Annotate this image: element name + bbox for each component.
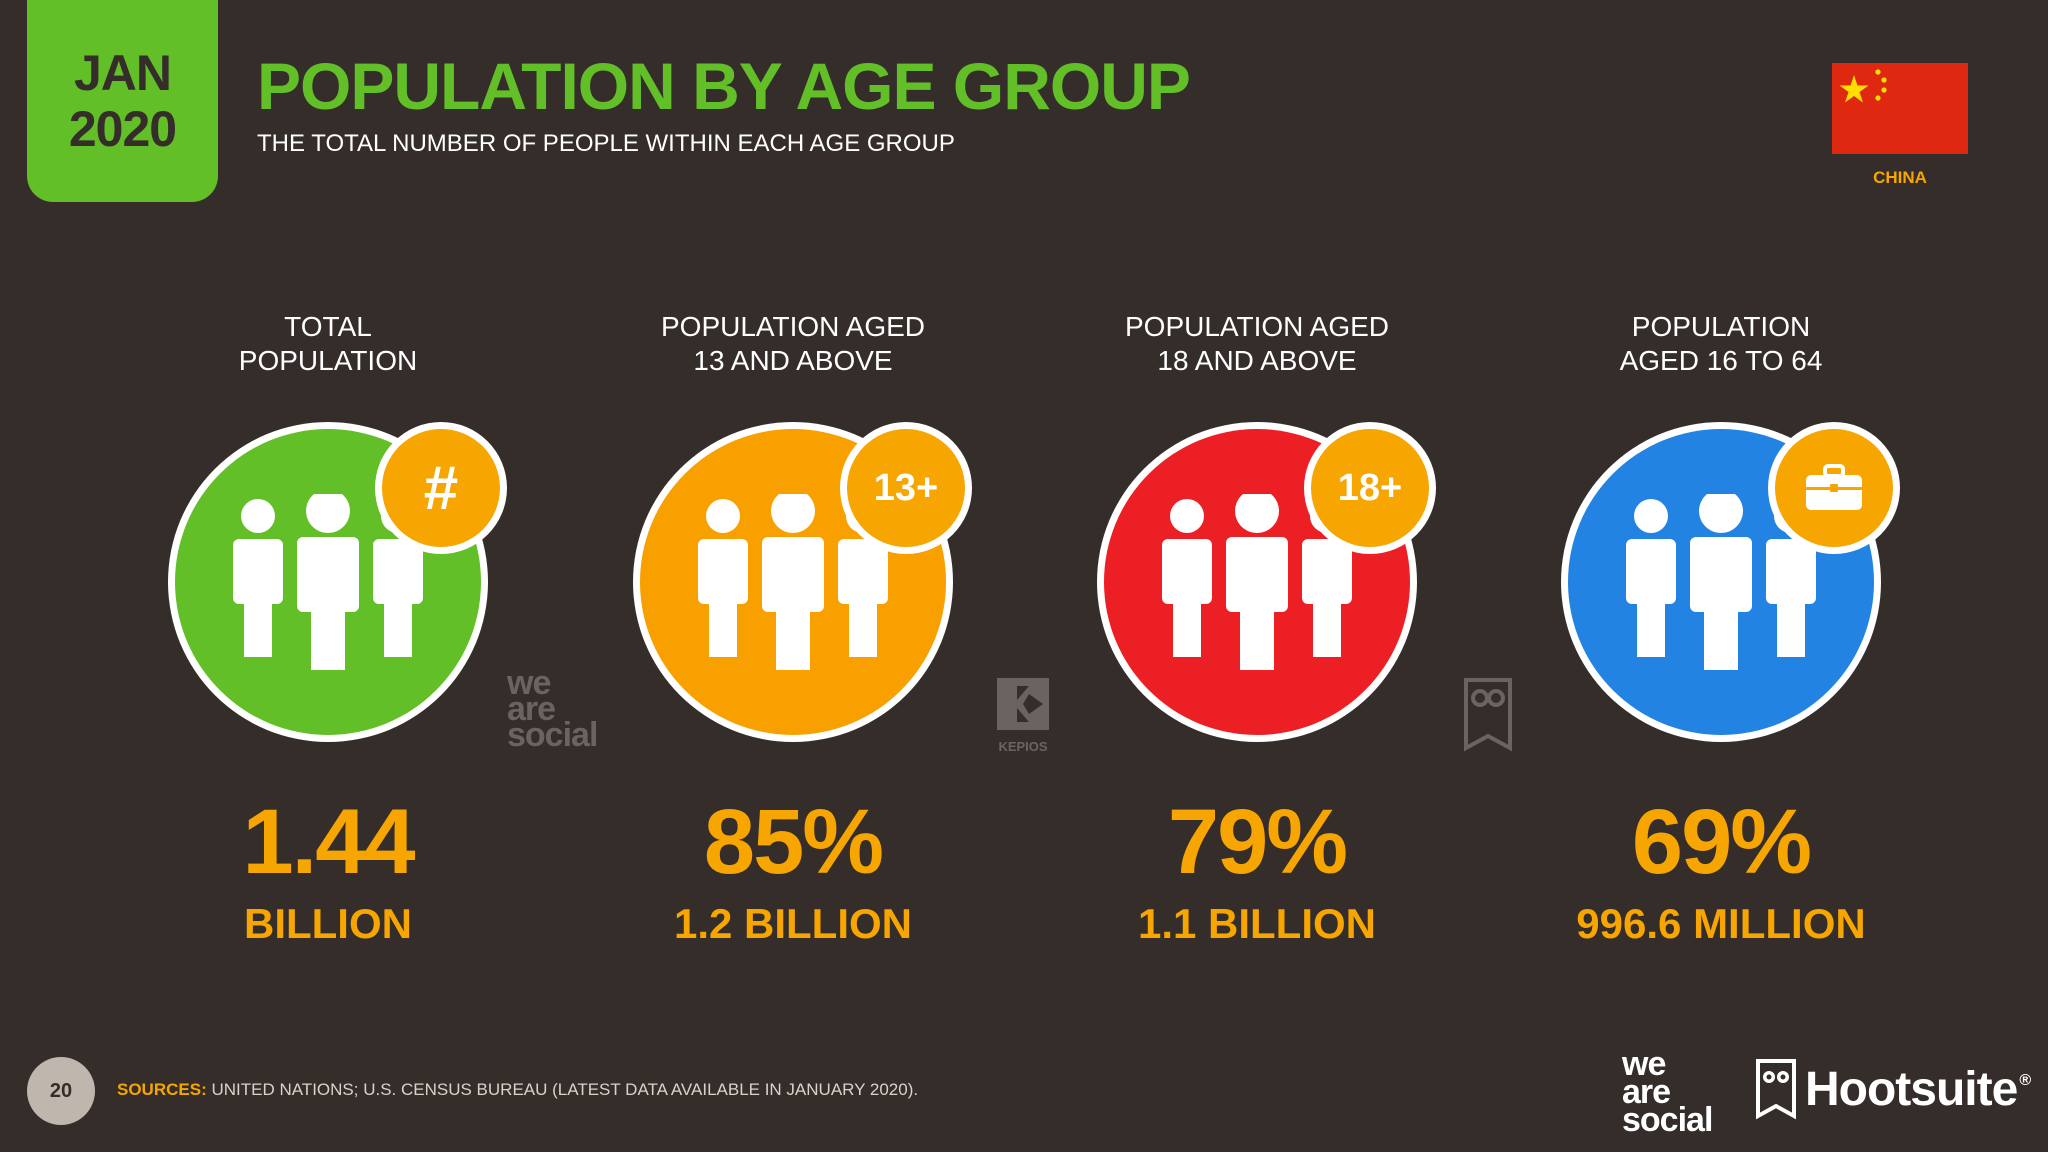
stat-subvalue: BILLION bbox=[244, 900, 412, 947]
sources-text: SOURCES: UNITED NATIONS; U.S. CENSUS BUR… bbox=[117, 1080, 919, 1099]
stat-label: TOTAL POPULATION bbox=[238, 311, 418, 376]
stat-value: 79% bbox=[1167, 791, 1348, 893]
people-icon bbox=[1162, 494, 1352, 670]
stat-value: 85% bbox=[703, 791, 884, 893]
stat-aged-18-plus: POPULATION AGED 18 AND ABOVE 18+ 79% 1.1 … bbox=[1067, 310, 1447, 947]
hash-icon: # bbox=[375, 422, 507, 554]
stat-label: POPULATION AGED 13 AND ABOVE bbox=[661, 311, 925, 376]
kepios-watermark: KEPIOS bbox=[993, 676, 1053, 754]
hootsuite-owl-icon bbox=[1756, 1059, 1796, 1120]
date-month: JAN bbox=[73, 45, 172, 101]
page-number: 20 bbox=[27, 1057, 95, 1125]
hootsuite-logo: Hootsuite ® bbox=[1755, 1058, 2031, 1120]
stat-aged-13-plus: POPULATION AGED 13 AND ABOVE 13+ 85% 1.2 … bbox=[603, 310, 983, 947]
date-badge: JAN 2020 bbox=[27, 0, 218, 202]
stat-total-population: TOTAL POPULATION # 1.44 BILLION bbox=[138, 310, 518, 947]
stat-value: 1.44 bbox=[242, 791, 415, 893]
stat-aged-16-to-64: POPULATION AGED 16 TO 64 69% 996.6 MILLIO… bbox=[1531, 310, 1911, 947]
age-13-plus-icon: 13+ bbox=[840, 422, 972, 554]
stat-subvalue: 1.2 BILLION bbox=[673, 900, 913, 947]
page-subtitle: THE TOTAL NUMBER OF PEOPLE WITHIN EACH A… bbox=[257, 130, 955, 157]
page-title: POPULATION BY AGE GROUP bbox=[257, 49, 1191, 123]
china-flag-icon bbox=[1832, 63, 1968, 154]
wearesocial-watermark: we are social bbox=[507, 664, 598, 754]
stat-value: 69% bbox=[1631, 791, 1812, 893]
briefcase-icon bbox=[1806, 464, 1862, 510]
briefcase-icon bbox=[1768, 422, 1900, 554]
date-year: 2020 bbox=[68, 101, 177, 157]
stat-label: POPULATION AGED 18 AND ABOVE bbox=[1125, 311, 1389, 376]
country-label: CHINA bbox=[1873, 168, 1927, 187]
stat-label: POPULATION AGED 16 TO 64 bbox=[1619, 311, 1823, 376]
stat-subvalue: 1.1 BILLION bbox=[1137, 900, 1377, 947]
people-circle: 13+ bbox=[633, 422, 972, 742]
people-icon bbox=[698, 494, 888, 670]
hootsuite-owl-watermark-icon bbox=[1464, 678, 1512, 752]
people-circle bbox=[1561, 422, 1900, 742]
people-circle: # bbox=[168, 422, 507, 742]
wearesocial-logo: we are social bbox=[1622, 1045, 1713, 1139]
stat-subvalue: 996.6 MILLION bbox=[1576, 900, 1866, 947]
kepios-logo-icon bbox=[997, 678, 1049, 730]
people-circle: 18+ bbox=[1097, 422, 1436, 742]
age-18-plus-icon: 18+ bbox=[1304, 422, 1436, 554]
